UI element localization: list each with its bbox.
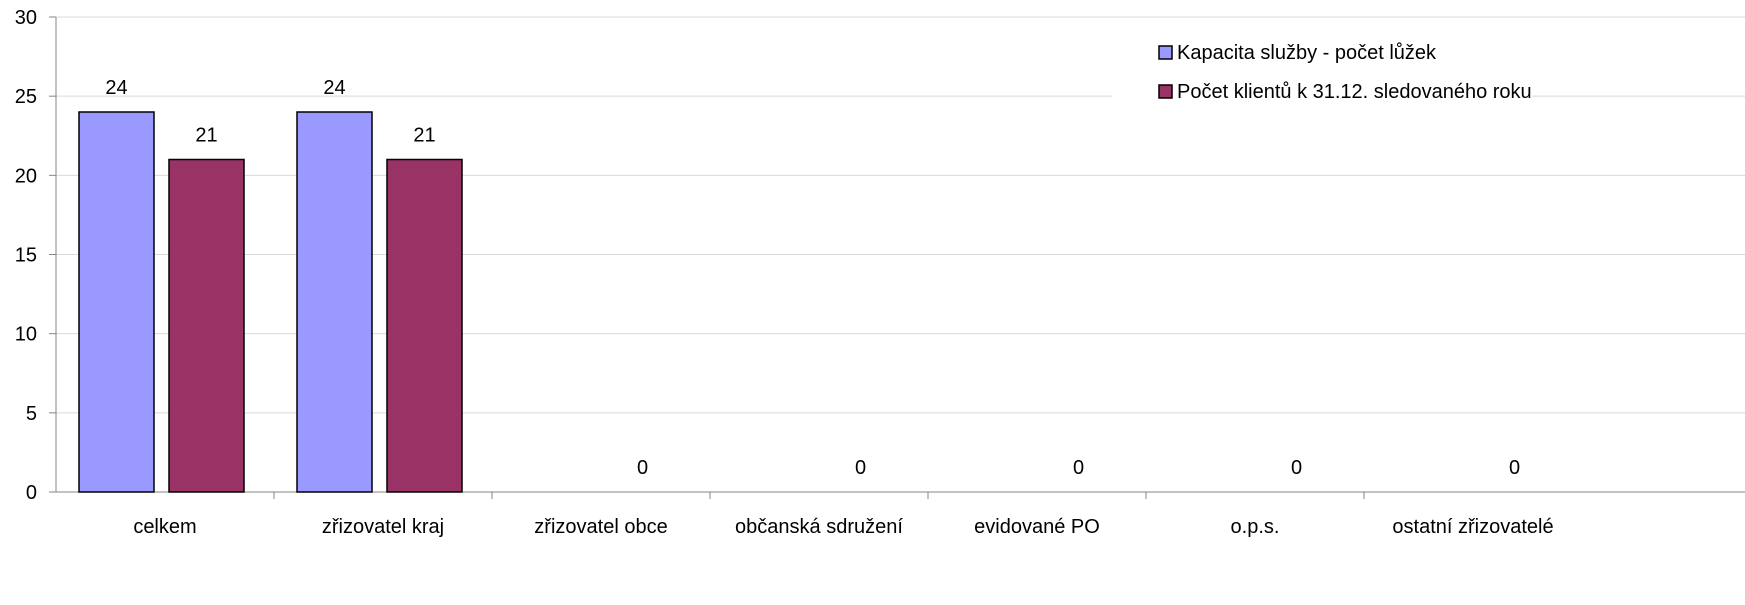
data-label: 21 — [195, 125, 217, 147]
data-label: 21 — [413, 125, 435, 147]
axes: 0 5 10 15 20 25 30 celkem zřizovatel kraj zřizova… — [15, 7, 1745, 538]
data-label: 0 — [1073, 457, 1084, 479]
data-label: 24 — [105, 77, 127, 99]
data-label: 0 — [1509, 457, 1520, 479]
bar-kapacita-0 — [78, 111, 155, 493]
bar-klienti-1 — [386, 158, 463, 493]
x-tick-label: o.p.s. — [1231, 516, 1280, 538]
data-label: 0 — [855, 457, 866, 479]
y-tick-label: 10 — [15, 324, 37, 346]
bars — [78, 111, 463, 493]
y-tick-label: 0 — [26, 482, 37, 504]
legend-label: Počet klientů k 31.12. sledovaného roku — [1177, 81, 1532, 103]
legend: Kapacita služby - počet lůžek Počet klien… — [1112, 25, 1532, 115]
data-label: 0 — [637, 457, 648, 479]
legend-swatch — [1158, 84, 1173, 99]
x-tick-label: ostatní zřizovatelé — [1392, 516, 1553, 538]
y-tick-label: 5 — [26, 403, 37, 425]
y-tick-label: 25 — [15, 86, 37, 108]
legend-label: Kapacita služby - počet lůžek — [1177, 42, 1437, 64]
data-labels: 24 24 21 21 0 0 0 0 0 — [105, 77, 1520, 479]
y-tick-label: 30 — [15, 7, 37, 29]
data-label: 0 — [1291, 457, 1302, 479]
data-label: 24 — [323, 77, 345, 99]
x-tick-label: občanská sdružení — [735, 516, 903, 538]
y-tick-label: 20 — [15, 165, 37, 187]
x-tick-label: zřizovatel obce — [534, 516, 667, 538]
bar-klienti-0 — [168, 158, 245, 493]
bar-kapacita-1 — [296, 111, 373, 493]
x-tick-label: zřizovatel kraj — [322, 516, 444, 538]
x-tick-label: evidované PO — [974, 516, 1100, 538]
x-tick-label: celkem — [133, 516, 196, 538]
legend-background — [1112, 25, 1532, 115]
y-tick-label: 15 — [15, 245, 37, 267]
legend-swatch — [1158, 45, 1173, 60]
